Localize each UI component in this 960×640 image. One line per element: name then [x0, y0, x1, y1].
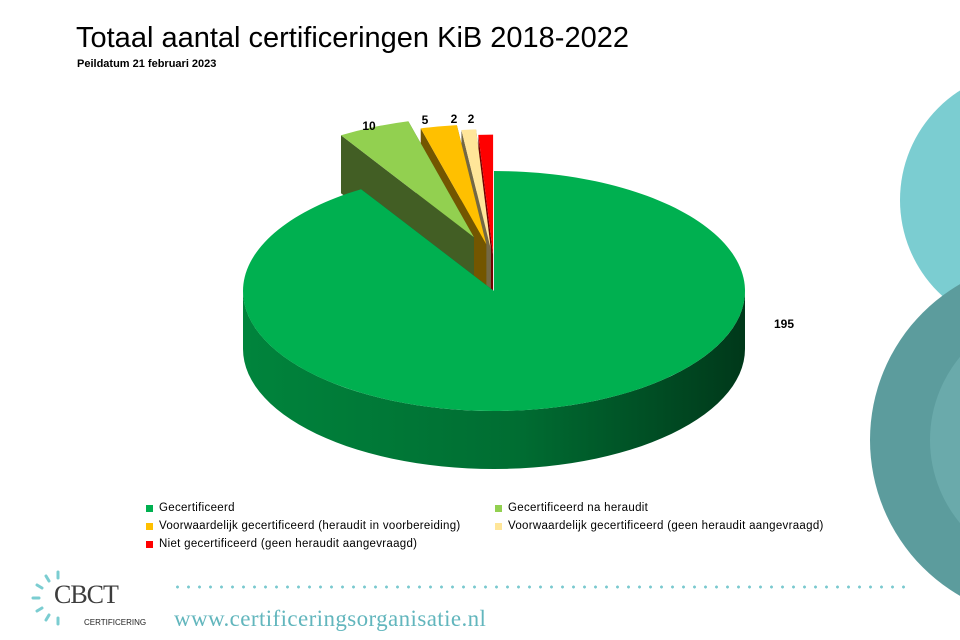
cbct-logo: CBCT CERTIFICERING — [28, 566, 158, 636]
chart-subtitle: Peildatum 21 februari 2023 — [77, 58, 217, 70]
website-url: www.certificeringsorganisatie.nl — [174, 606, 487, 631]
data-label-4: 2 — [468, 112, 475, 126]
legend-swatch-1 — [495, 504, 502, 512]
legend-label-1: Gecertificeerd na heraudit — [508, 502, 649, 514]
legend-item-0: Gecertificeerd — [146, 502, 235, 514]
decorative-circle-inner — [930, 356, 960, 524]
logo-sunburst-icon — [31, 570, 60, 626]
data-label-2: 5 — [422, 113, 429, 127]
legend-swatch-3 — [495, 522, 502, 530]
legend-label-0: Gecertificeerd — [159, 502, 235, 514]
legend-swatch-0 — [146, 504, 153, 512]
legend-item-3: Voorwaardelijk gecertificeerd (geen hera… — [495, 520, 824, 532]
data-label-0: 195 — [774, 317, 794, 331]
legend-item-1: Gecertificeerd na heraudit — [495, 502, 648, 514]
decorative-circle-light — [900, 90, 960, 310]
legend-label-2: Voorwaardelijk gecertificeerd (heraudit … — [159, 520, 461, 532]
legend-swatch-2 — [146, 522, 153, 530]
pie-slice-0 — [242, 171, 745, 469]
logo-subtext: CERTIFICERING — [84, 618, 147, 627]
legend-swatch-4 — [146, 540, 153, 548]
legend-label-4: Niet gecertificeerd (geen heraudit aange… — [159, 538, 418, 550]
dotted-divider — [172, 584, 912, 590]
legend-item-2: Voorwaardelijk gecertificeerd (heraudit … — [146, 520, 461, 532]
legend-label-3: Voorwaardelijk gecertificeerd (geen hera… — [508, 520, 824, 532]
chart-title: Totaal aantal certificeringen KiB 2018-2… — [76, 22, 629, 54]
data-label-3: 2 — [451, 112, 458, 126]
decorative-circle-dark — [870, 284, 960, 596]
legend-item-4: Niet gecertificeerd (geen heraudit aange… — [146, 538, 417, 550]
logo-text: CBCT — [54, 580, 119, 609]
data-label-1: 10 — [362, 119, 376, 133]
